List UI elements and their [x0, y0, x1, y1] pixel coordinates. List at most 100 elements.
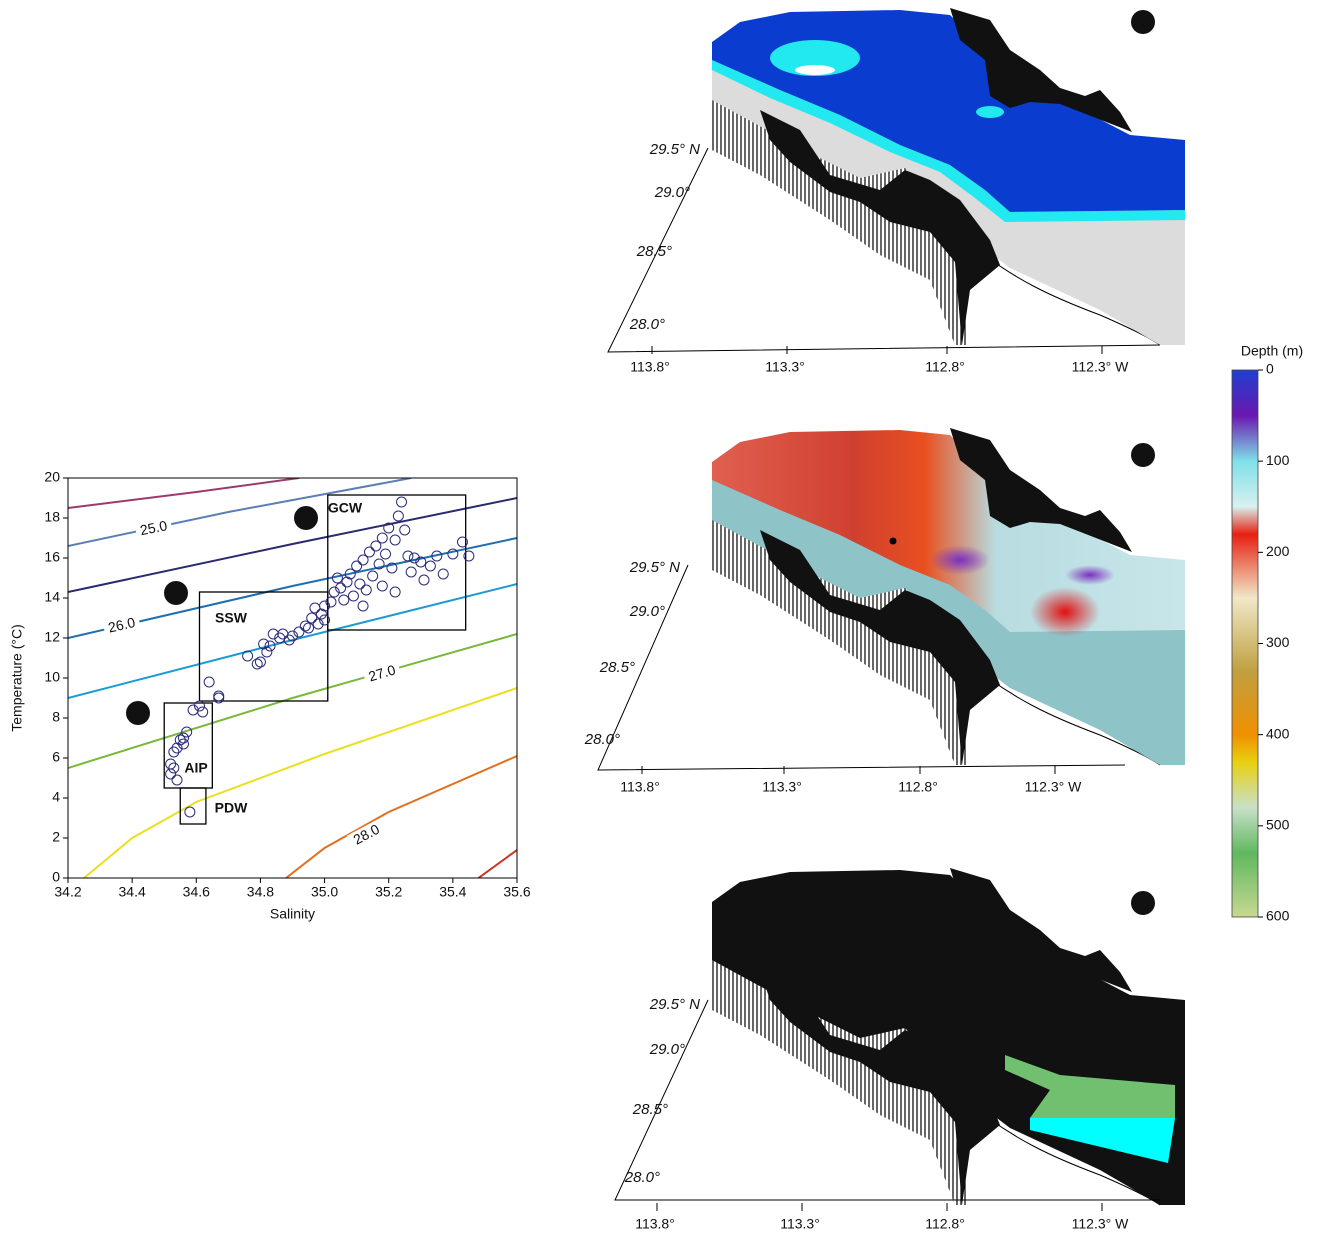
- shallow-area: [976, 106, 1004, 118]
- lon-label: 113.8°: [620, 779, 660, 795]
- sample-point: [406, 567, 416, 577]
- marker-letter: b: [1139, 447, 1147, 463]
- sample-point: [377, 533, 387, 543]
- y-tick-label: 10: [44, 669, 60, 685]
- x-tick-label: 35.6: [503, 884, 530, 900]
- panel-shapes: [712, 868, 1185, 1205]
- lon-label: 113.3°: [765, 359, 805, 375]
- sample-point: [304, 623, 314, 633]
- marker-letter: b: [172, 585, 180, 601]
- water-mass-label: SSW: [215, 610, 248, 626]
- x-tick-label: 35.2: [375, 884, 402, 900]
- deep-spot: [1030, 587, 1100, 637]
- marker-letter: c: [135, 705, 142, 721]
- depth-panel: 29.5° N29.0°28.5°28.0°113.8°113.3°112.8°…: [615, 868, 1185, 1232]
- sample-point: [425, 561, 435, 571]
- sample-point: [358, 601, 368, 611]
- y-tick-label: 0: [52, 869, 60, 885]
- sample-point: [166, 769, 176, 779]
- sample-point: [397, 497, 407, 507]
- water-mass-label: GCW: [328, 500, 363, 516]
- lon-label: 112.3° W: [1025, 779, 1082, 795]
- y-axis-label: Temperature (°C): [9, 624, 25, 732]
- marker-letter: a: [302, 510, 310, 526]
- sample-point: [198, 707, 208, 717]
- water-mass-label: PDW: [215, 800, 248, 816]
- lat-label: 28.5°: [632, 1101, 668, 1118]
- sample-point: [310, 603, 320, 613]
- lon-label: 113.8°: [635, 1216, 675, 1232]
- lon-label: 113.3°: [762, 779, 802, 795]
- y-tick-label: 14: [44, 589, 60, 605]
- y-tick-label: 18: [44, 509, 60, 525]
- sample-point: [393, 511, 403, 521]
- isopycnal: [68, 498, 517, 592]
- lon-label: 113.3°: [780, 1216, 820, 1232]
- island: [795, 65, 835, 75]
- lon-label: 112.8°: [925, 1216, 965, 1232]
- lon-label: 112.8°: [898, 779, 938, 795]
- water-mass-label: AIP: [184, 760, 207, 776]
- depth-panel: 29.5° N 29.0° 28.5° 28.0° 113.8° 113.3° 112.8°…: [584, 428, 1185, 795]
- y-tick-label: 6: [52, 749, 60, 765]
- sample-point: [262, 647, 272, 657]
- x-axis-label: Salinity: [270, 906, 315, 922]
- marker-letter: a: [1139, 14, 1147, 30]
- lat-label: 29.0°: [629, 603, 665, 620]
- sample-point: [403, 551, 413, 561]
- isopycnal: [286, 756, 517, 878]
- y-tick-label: 12: [44, 629, 60, 645]
- lon-label: 113.8°: [630, 359, 670, 375]
- colorbar-tick-label: 300: [1266, 634, 1290, 650]
- sample-point: [377, 581, 387, 591]
- lat-label: 28.5°: [636, 243, 672, 260]
- lat-label: 29.0°: [654, 184, 690, 201]
- isopycnal: [68, 478, 299, 508]
- sample-point: [381, 549, 391, 559]
- sample-point: [438, 569, 448, 579]
- lat-label: 29.5° N: [629, 559, 680, 576]
- lat-label: 28.0°: [584, 731, 620, 748]
- colorbar-title: Depth (m): [1241, 343, 1303, 359]
- sample-point: [252, 659, 262, 669]
- figure: 29.5° N 29.0° 28.5° 28.0° 113.8° 113.3° 112.8°…: [0, 0, 1341, 1238]
- panel-shapes: [712, 428, 1185, 765]
- water-mass-box: [180, 788, 206, 824]
- lon-label: 112.8°: [925, 359, 965, 375]
- sample-point: [364, 547, 374, 557]
- isopycnal: [479, 850, 517, 878]
- sample-point: [185, 807, 195, 817]
- colorbar-tick-label: 400: [1266, 725, 1290, 741]
- sample-point: [204, 677, 214, 687]
- sample-point: [339, 595, 349, 605]
- x-tick-label: 35.4: [439, 884, 466, 900]
- depth-panel: 29.5° N29.0°28.5°28.0°113.8°113.3°112.8°…: [608, 8, 1185, 375]
- lat-label: 29.5° N: [649, 141, 700, 158]
- y-tick-label: 16: [44, 549, 60, 565]
- sample-point: [355, 579, 365, 589]
- plot-frame: [68, 478, 517, 878]
- x-tick-label: 35.0: [311, 884, 338, 900]
- sample-point: [172, 775, 182, 785]
- lat-label: 28.0°: [624, 1169, 660, 1186]
- colorbar-tick-label: 600: [1266, 908, 1290, 924]
- sample-point: [348, 591, 358, 601]
- colorbar-tick-label: 500: [1266, 817, 1290, 833]
- lon-label: 112.3° W: [1072, 359, 1129, 375]
- x-tick-label: 34.4: [119, 884, 146, 900]
- sample-point: [390, 587, 400, 597]
- colorbar-tick-label: 100: [1266, 452, 1290, 468]
- sample-point: [178, 733, 188, 743]
- y-tick-label: 4: [52, 789, 60, 805]
- sample-point: [448, 549, 458, 559]
- y-tick-label: 2: [52, 829, 60, 845]
- y-tick-label: 8: [52, 709, 60, 725]
- x-tick-label: 34.6: [183, 884, 210, 900]
- lat-label: 29.5° N: [649, 996, 700, 1013]
- sample-point: [368, 571, 378, 581]
- sample-point: [352, 561, 362, 571]
- colorbar-fill: [1232, 370, 1258, 917]
- sample-point: [361, 585, 371, 595]
- sample-point: [419, 575, 429, 585]
- lat-label: 28.5°: [599, 659, 635, 676]
